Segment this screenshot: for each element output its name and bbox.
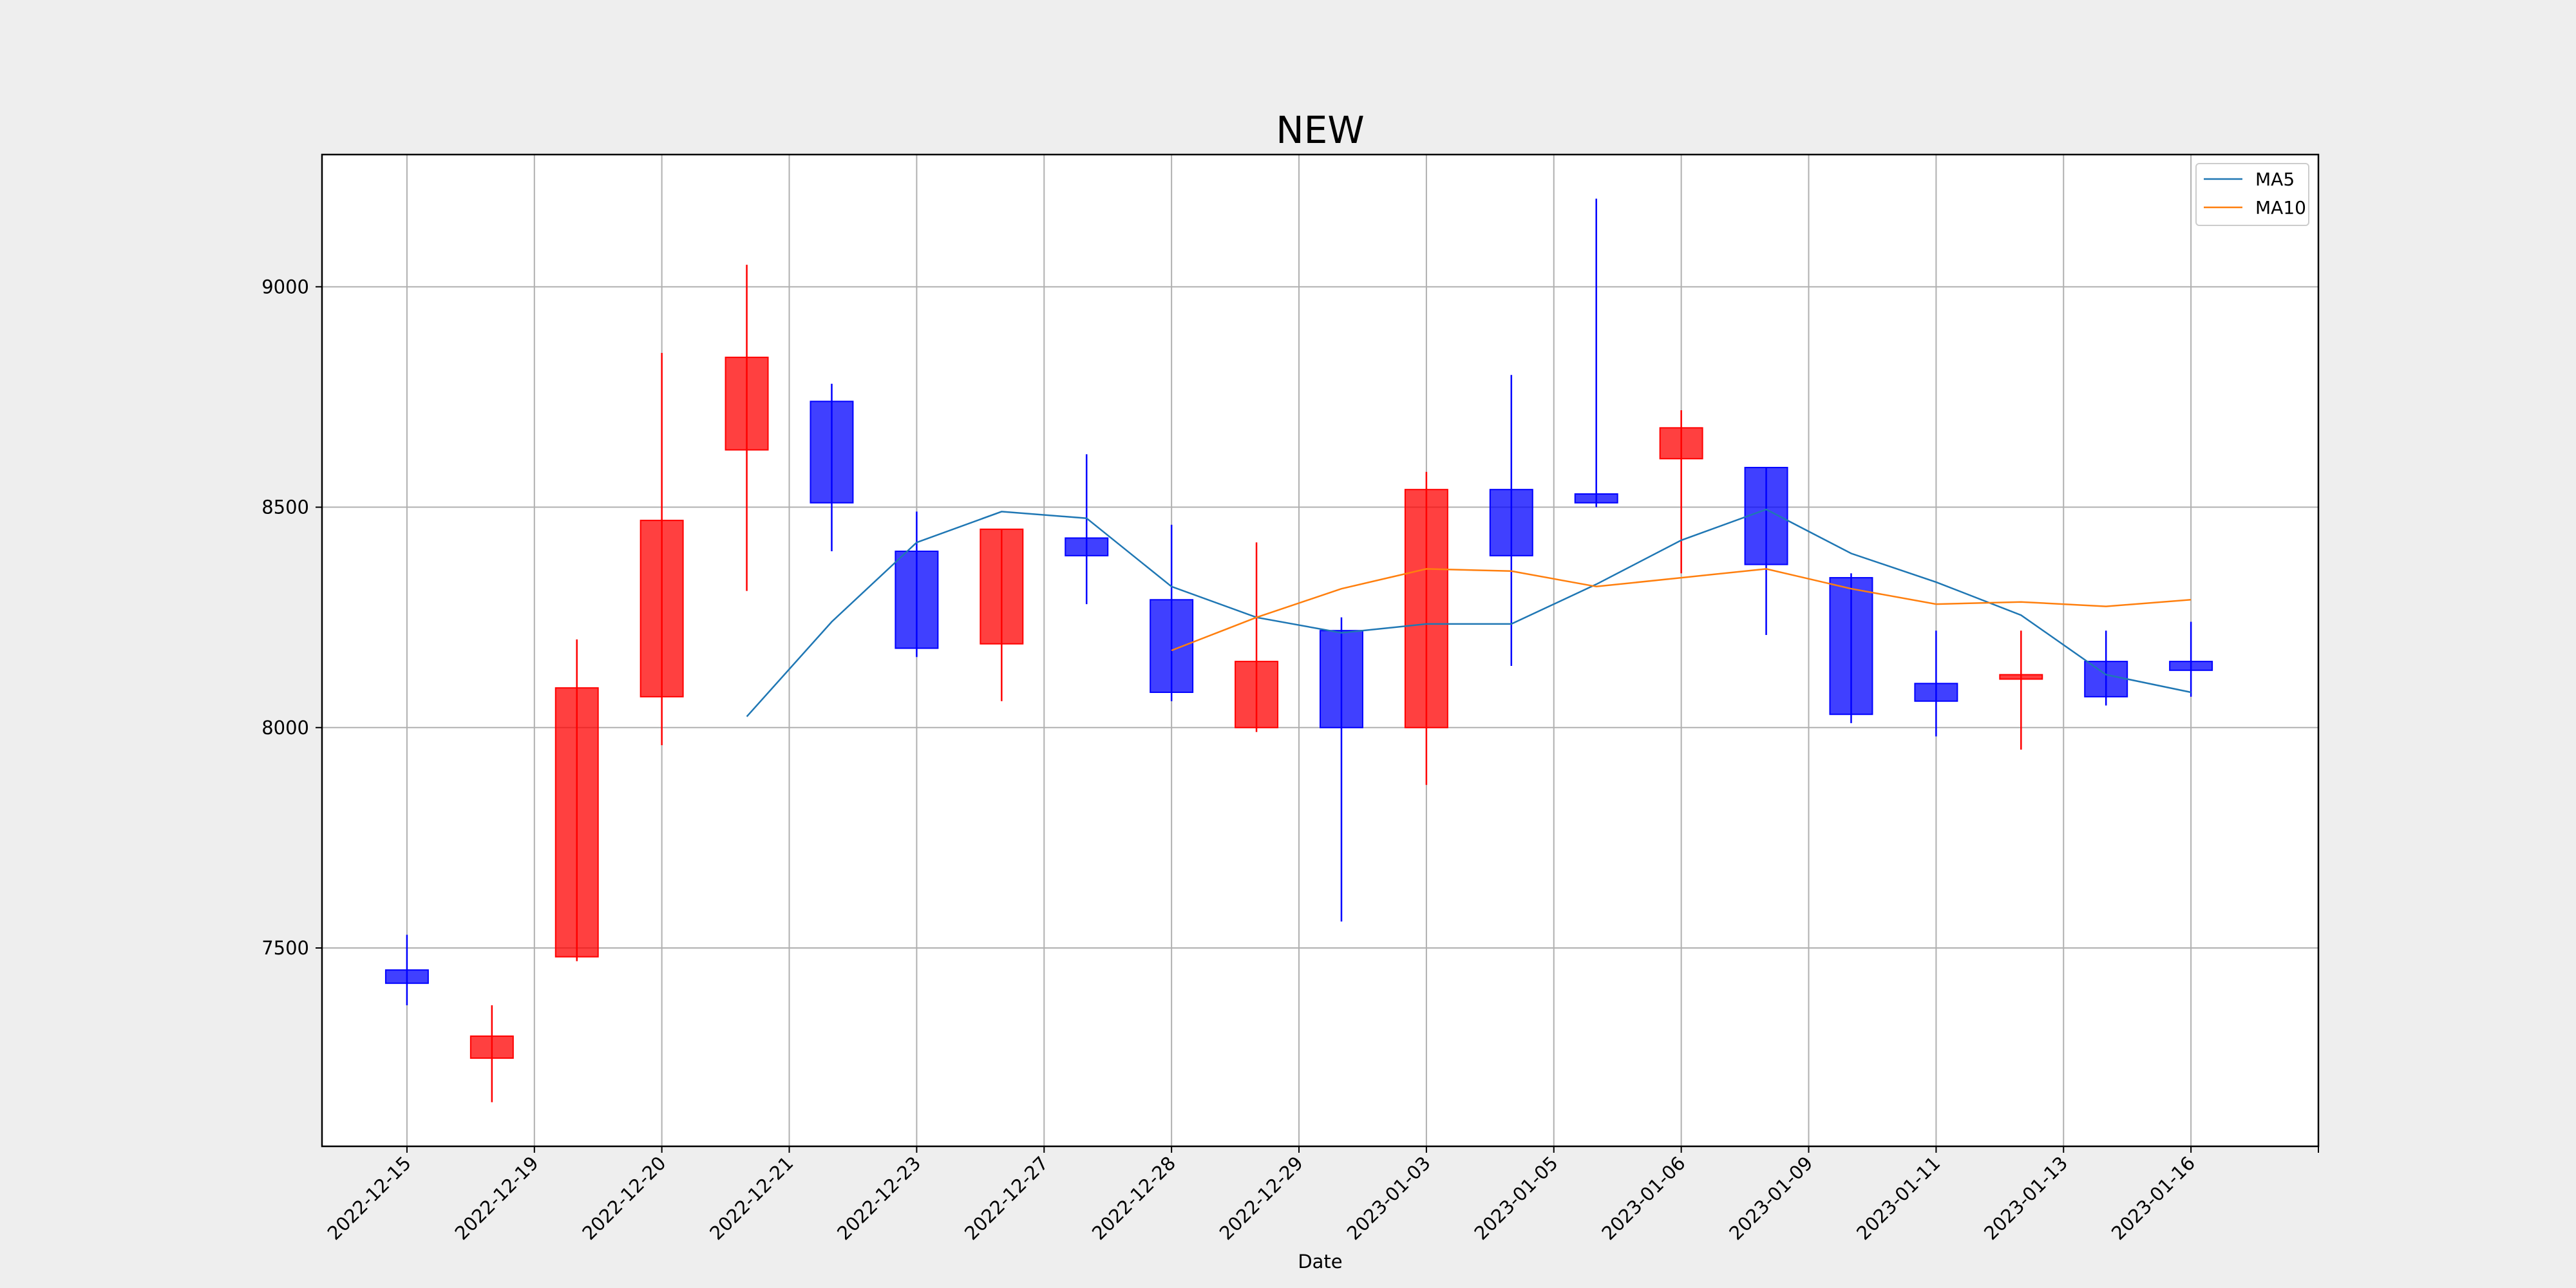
candle-body — [1914, 683, 1958, 702]
candle-body — [1829, 577, 1873, 715]
x-tick-label: 2023-01-16 — [2107, 1152, 2199, 1244]
y-axis-ticks: 7500 8000 8500 9000 — [261, 276, 322, 959]
candles — [384, 198, 2213, 1103]
candle-body — [2084, 661, 2128, 697]
chart-title: NEW — [1276, 108, 1364, 152]
x-axis-label: Date — [1298, 1251, 1342, 1273]
candle-body — [1320, 630, 1363, 728]
candle-body — [724, 356, 769, 451]
candle-body — [384, 969, 429, 984]
candle-body — [2169, 661, 2213, 671]
x-tick-label: 2022-12-29 — [1215, 1152, 1307, 1244]
x-tick-label: 2022-12-20 — [578, 1152, 670, 1244]
x-tick-label: 2023-01-03 — [1343, 1152, 1435, 1244]
y-tick-label: 8500 — [261, 497, 309, 518]
candle-body — [1150, 599, 1194, 694]
candle-body — [895, 551, 939, 649]
y-tick-label: 7500 — [261, 937, 309, 959]
candle-body — [980, 528, 1024, 645]
x-tick-label: 2022-12-27 — [960, 1152, 1052, 1244]
legend-label-ma10: MA10 — [2255, 197, 2306, 218]
moving-average-lines — [746, 508, 2192, 717]
candle-body — [1744, 466, 1788, 565]
candle-body — [1999, 674, 2043, 680]
series-line-ma5 — [746, 508, 2192, 717]
x-tick-label: 2022-12-21 — [705, 1152, 797, 1244]
legend-label-ma5: MA5 — [2255, 169, 2295, 190]
y-tick-label: 8000 — [261, 717, 309, 739]
x-tick-label: 2023-01-06 — [1597, 1152, 1689, 1244]
plot-frame — [321, 153, 2320, 1148]
x-axis-ticks: 2022-12-15 2022-12-19 2022-12-20 2022-12-21… — [323, 1146, 2319, 1244]
x-tick-label: 2023-01-13 — [1980, 1152, 2072, 1244]
candle-body — [554, 687, 599, 958]
legend: MA5 MA10 — [2195, 163, 2309, 226]
candle-body — [1574, 493, 1618, 504]
x-tick-label: 2022-12-23 — [833, 1152, 925, 1244]
x-tick-label: 2022-12-15 — [323, 1152, 415, 1244]
candle-body — [1404, 489, 1448, 728]
candle-body — [1065, 537, 1109, 556]
x-tick-label: 2023-01-05 — [1470, 1152, 1562, 1244]
y-tick-label: 9000 — [261, 276, 309, 298]
x-tick-label: 2023-01-09 — [1725, 1152, 1817, 1244]
candle-body — [1489, 489, 1533, 556]
candle-body — [1659, 427, 1703, 460]
candle-body — [1235, 661, 1279, 728]
x-tick-label: 2022-12-28 — [1088, 1152, 1180, 1244]
x-tick-label: 2022-12-19 — [451, 1152, 543, 1244]
x-tick-label: 2023-01-11 — [1852, 1152, 1944, 1244]
series-line-ma10 — [1171, 568, 2192, 652]
candle-body — [639, 520, 684, 697]
candle-body — [810, 401, 854, 504]
candle-body — [469, 1035, 514, 1059]
